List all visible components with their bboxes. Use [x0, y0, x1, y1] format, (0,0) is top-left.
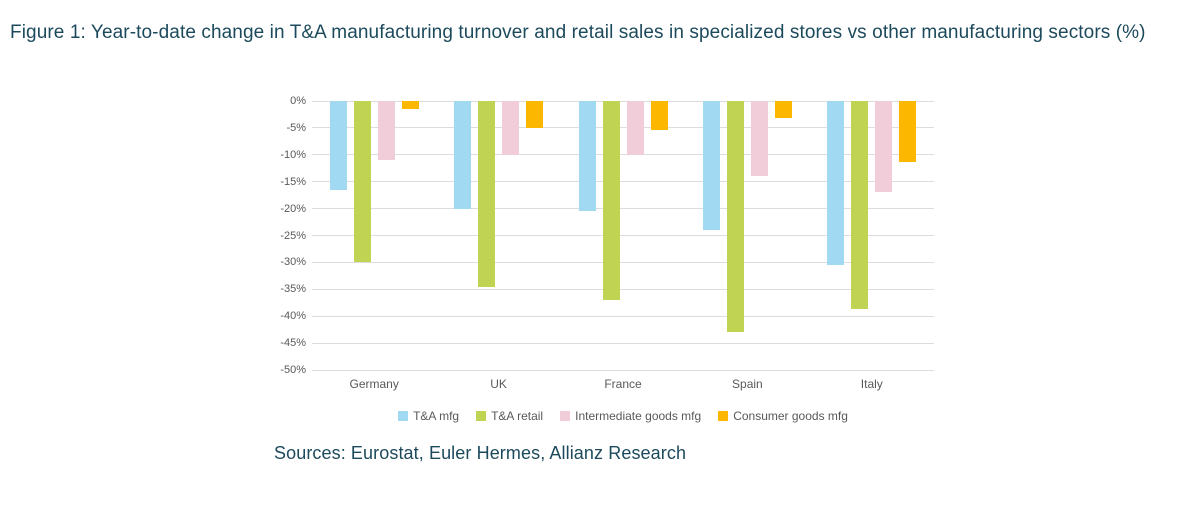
bar — [478, 101, 496, 287]
y-tick-label: -50% — [280, 364, 306, 376]
gridline — [312, 288, 934, 290]
legend-swatch-icon — [476, 411, 487, 421]
bar — [726, 101, 744, 333]
bar — [454, 101, 472, 209]
gridline — [312, 261, 934, 263]
y-tick-label: -5% — [286, 121, 306, 134]
bar — [329, 101, 347, 190]
bar — [526, 101, 544, 128]
legend: T&A mfg T&A retail Intermediate goods mfg C… — [312, 409, 934, 423]
x-axis-label: France — [604, 377, 642, 391]
y-tick-label: -15% — [280, 175, 306, 188]
bar — [578, 101, 596, 211]
bar — [377, 101, 395, 161]
legend-item: Consumer goods mfg — [718, 409, 848, 423]
y-tick-label: 0% — [290, 95, 306, 107]
bar — [851, 101, 869, 309]
legend-label: T&A mfg — [413, 409, 460, 423]
bar — [602, 101, 620, 301]
y-tick-label: -30% — [280, 256, 306, 269]
gridline — [312, 208, 934, 210]
gridline — [312, 315, 934, 317]
y-tick-label: -10% — [280, 148, 306, 161]
bar — [827, 101, 845, 266]
gridline — [312, 100, 934, 102]
y-tick-label: -25% — [280, 229, 306, 242]
y-tick-label: -35% — [280, 283, 306, 296]
x-axis-label: Germany — [349, 377, 399, 391]
legend-label: T&A retail — [491, 409, 544, 423]
x-axis-label: UK — [490, 377, 507, 391]
bar — [774, 101, 792, 119]
y-tick-label: -45% — [280, 337, 306, 350]
bar — [750, 101, 768, 177]
bar — [875, 101, 893, 193]
legend-label: Consumer goods mfg — [733, 409, 848, 423]
legend-label: Intermediate goods mfg — [575, 409, 702, 423]
legend-item: T&A retail — [476, 409, 543, 423]
sources: Sources: Eurostat, Euler Hermes, Allianz… — [274, 443, 687, 463]
bar — [702, 101, 720, 231]
x-axis-label: Spain — [732, 377, 763, 391]
gridline — [312, 235, 934, 236]
bar — [626, 101, 644, 155]
bar — [401, 101, 419, 109]
bar — [899, 101, 917, 162]
y-tick-label: -40% — [280, 310, 306, 323]
gridline — [312, 181, 934, 183]
bar-chart: 0% -5% -10% -15% -20% -25% -30% -35% -40% -45% -50… — [280, 95, 934, 423]
gridline — [312, 342, 934, 344]
legend-swatch-icon — [398, 411, 409, 421]
legend-swatch-icon — [560, 411, 571, 421]
gridline — [312, 127, 934, 129]
y-tick-label: -20% — [280, 202, 306, 215]
legend-swatch-icon — [718, 411, 729, 421]
gridline — [312, 154, 934, 156]
bar — [502, 101, 520, 155]
bar — [650, 101, 668, 130]
x-axis-label: Italy — [860, 377, 883, 391]
bar — [353, 101, 371, 263]
gridline — [312, 369, 934, 371]
legend-item: T&A mfg — [398, 409, 459, 423]
figure-title: Figure 1: Year-to-date change in T&A man… — [10, 22, 1146, 43]
legend-item: Intermediate goods mfg — [560, 409, 701, 423]
